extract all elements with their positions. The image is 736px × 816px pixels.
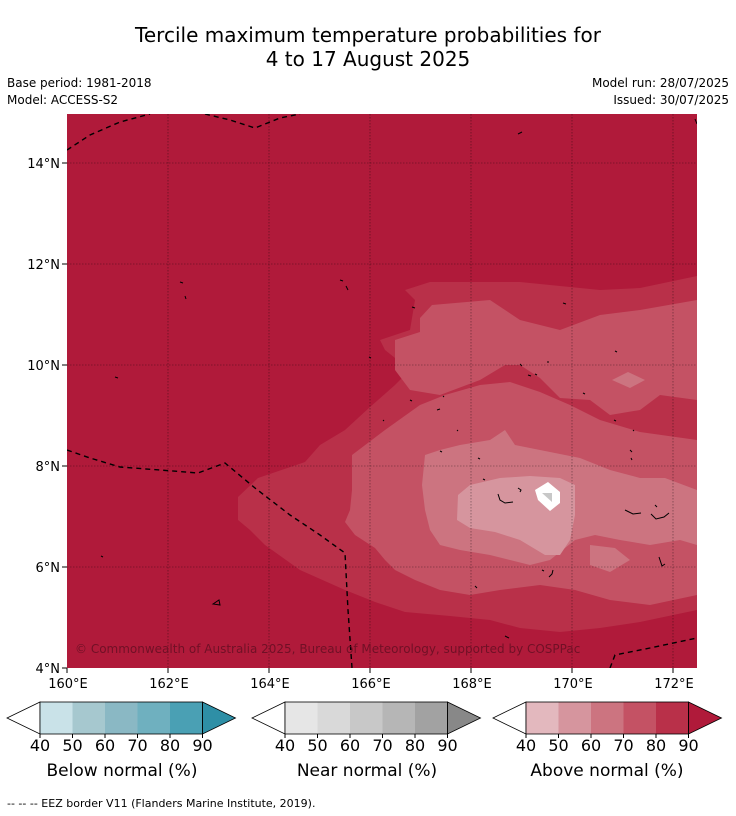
above-normal-tick-label: 60: [581, 736, 601, 755]
above-normal-segment: [558, 702, 591, 734]
contour-40-inner: [542, 493, 552, 502]
island-coastlines: [100, 118, 697, 639]
above-normal-tick-label: 90: [678, 736, 698, 755]
lon-labels: 160°E 162°E 164°E 166°E 168°E 170°E 172°…: [48, 677, 694, 692]
lon-label-166: 166°E: [351, 677, 391, 692]
near-normal-min-triangle: [251, 701, 286, 735]
below-normal-colorbar: 40 50 60 70 80 90: [6, 701, 237, 755]
above-normal-outline: [525, 701, 689, 735]
near-normal-tick-label: 90: [437, 736, 457, 755]
above-normal-tick-label: 40: [516, 736, 536, 755]
lat-labels: 14°N 12°N 10°N 8°N 6°N 4°N: [27, 157, 60, 677]
lon-label-160: 160°E: [48, 677, 88, 692]
lon-label-172: 172°E: [654, 677, 694, 692]
lat-label-14: 14°N: [27, 157, 60, 172]
contour-60c: [590, 545, 630, 572]
copyright-note: © Commonwealth of Australia 2025, Bureau…: [75, 642, 580, 656]
above-normal-segment: [623, 702, 656, 734]
lat-label-12: 12°N: [27, 258, 60, 273]
above-normal-segment: [526, 702, 559, 734]
near-normal-tick-label: 50: [307, 736, 327, 755]
near-normal-tick-label: 40: [275, 736, 295, 755]
colorbar-legends: 40 50 60 70 80 90 40 50 60 70 80 90 40 50 60 70 80 90: [6, 701, 723, 755]
lon-label-170: 170°E: [553, 677, 593, 692]
near-normal-tick-label: 60: [340, 736, 360, 755]
contour-60b: [612, 372, 645, 388]
lat-label-10: 10°N: [27, 359, 60, 374]
near-normal-segment: [350, 702, 383, 734]
contour-70-west: [398, 540, 435, 570]
above-normal-title: Above normal (%): [530, 761, 684, 781]
near-normal-tick-label: 80: [405, 736, 425, 755]
above-normal-segment: [656, 702, 689, 734]
near-normal-segment: [415, 702, 448, 734]
below-normal-tick-label: 40: [30, 736, 50, 755]
axis-ticks: [62, 162, 674, 673]
near-normal-segment: [285, 702, 318, 734]
below-normal-tick-label: 70: [127, 736, 147, 755]
map-title-line2: 4 to 17 August 2025: [265, 47, 471, 71]
lat-label-6: 6°N: [36, 561, 61, 576]
model-run-label: Model run: 28/07/2025: [591, 76, 729, 90]
above-normal-segment: [591, 702, 624, 734]
near-normal-title: Near normal (%): [296, 761, 438, 781]
below-normal-segment: [105, 702, 138, 734]
lon-label-168: 168°E: [452, 677, 492, 692]
below-normal-tick-label: 90: [192, 736, 212, 755]
lat-label-4: 4°N: [36, 662, 61, 677]
gridlines: [67, 114, 697, 668]
issued-label: Issued: 30/07/2025: [613, 93, 729, 107]
lat-label-8: 8°N: [36, 460, 61, 475]
below-normal-segment: [40, 702, 73, 734]
base-period-label: Base period: 1981-2018: [7, 76, 152, 90]
below-normal-segment: [170, 702, 203, 734]
above-normal-max-triangle: [688, 701, 723, 735]
near-normal-segment: [382, 702, 415, 734]
contour-70: [395, 300, 697, 415]
near-normal-outline: [284, 701, 448, 735]
eez-borders: [67, 114, 697, 668]
below-normal-max-triangle: [202, 701, 237, 735]
above-normal-tick-label: 70: [613, 736, 633, 755]
map-title-line1: Tercile maximum temperature probabilitie…: [135, 23, 601, 47]
below-normal-tick-label: 50: [62, 736, 82, 755]
lon-label-162: 162°E: [149, 677, 189, 692]
below-normal-segment: [72, 702, 105, 734]
above-normal-tick-label: 50: [548, 736, 568, 755]
near-normal-colorbar: 40 50 60 70 80 90: [251, 701, 482, 755]
below-normal-title: Below normal (%): [46, 761, 198, 781]
below-normal-outline: [39, 701, 203, 735]
above-normal-min-triangle: [492, 701, 527, 735]
below-normal-min-triangle: [6, 701, 41, 735]
below-normal-tick-label: 60: [95, 736, 115, 755]
map-area: © Commonwealth of Australia 2025, Bureau…: [67, 114, 697, 668]
model-label: Model: ACCESS-S2: [7, 93, 119, 107]
near-normal-max-triangle: [447, 701, 482, 735]
near-normal-tick-label: 70: [372, 736, 392, 755]
above-normal-tick-label: 80: [646, 736, 666, 755]
eez-footer-note: -- -- -- EEZ border V11 (Flanders Marine…: [7, 797, 316, 810]
below-normal-segment: [137, 702, 170, 734]
above-normal-colorbar: 40 50 60 70 80 90: [492, 701, 723, 755]
lon-label-164: 164°E: [250, 677, 290, 692]
near-normal-segment: [317, 702, 350, 734]
below-normal-tick-label: 80: [160, 736, 180, 755]
